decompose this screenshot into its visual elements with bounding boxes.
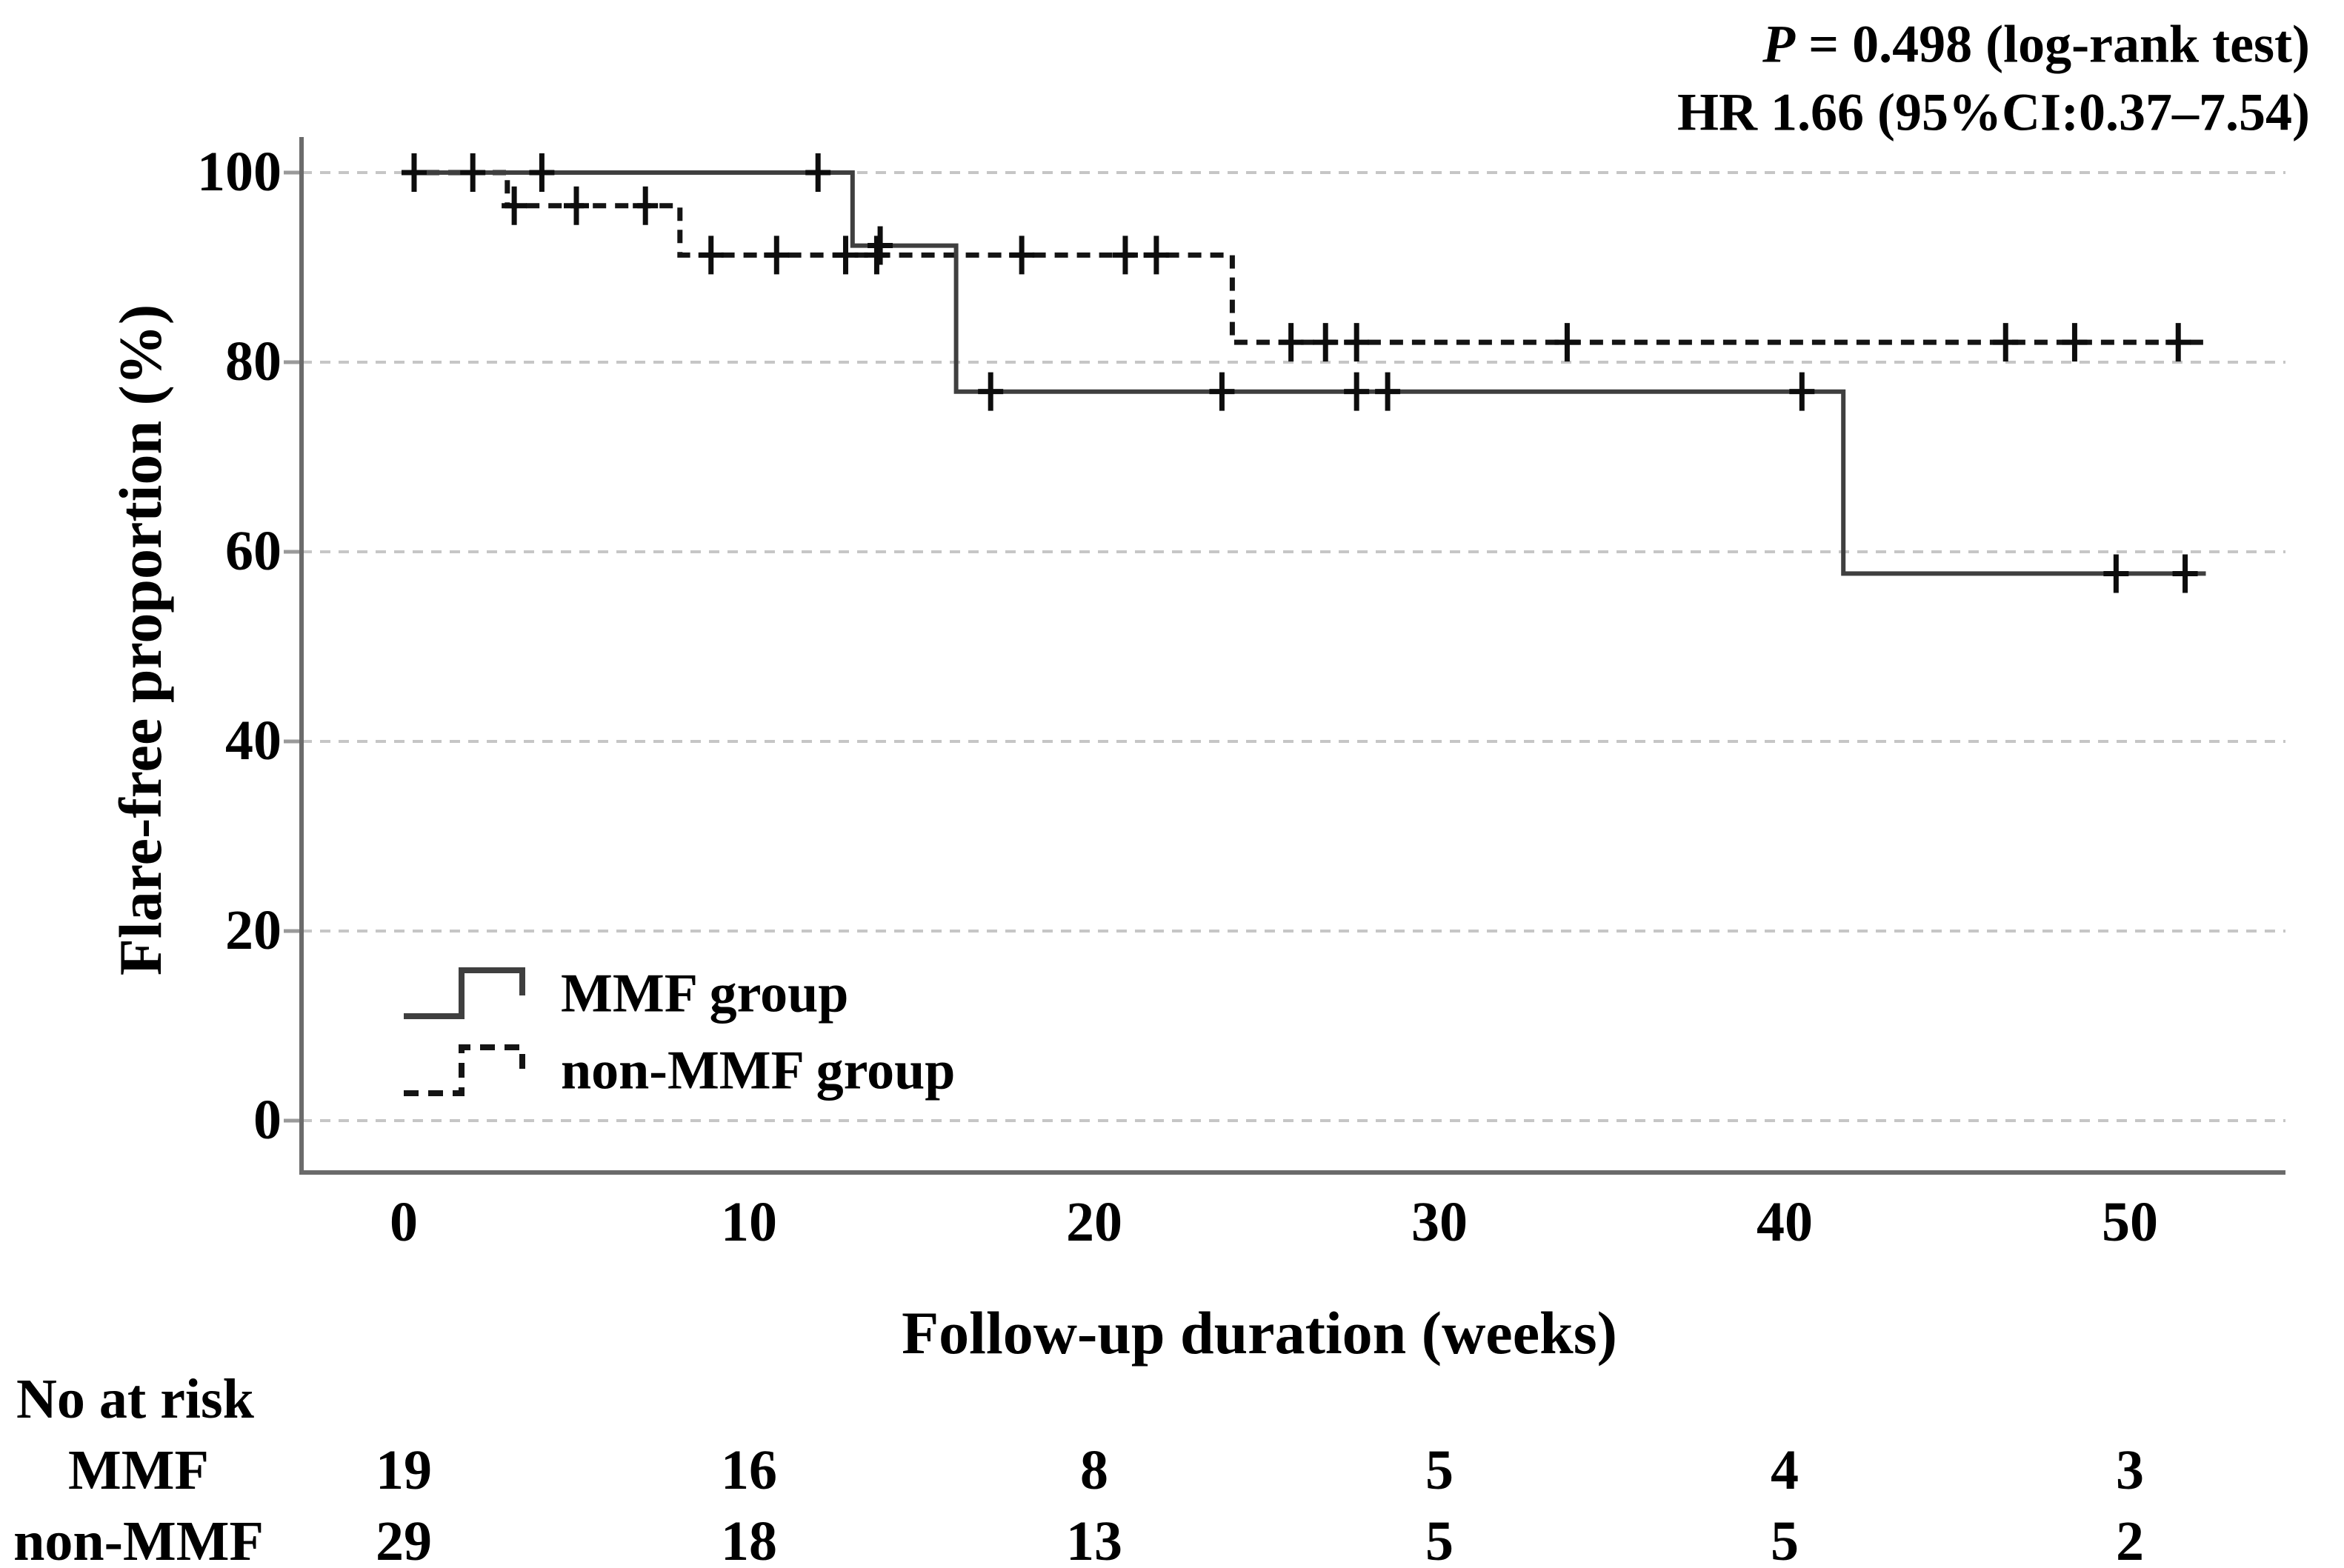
risk-value-mmf-week50: 3 — [2116, 1439, 2144, 1502]
x-tick-label-20: 20 — [1066, 1191, 1122, 1254]
x-tick-label-50: 50 — [2102, 1191, 2158, 1254]
x-tick-label-30: 30 — [1411, 1191, 1468, 1254]
x-tick-label-10: 10 — [721, 1191, 777, 1254]
risk-value-mmf-week40: 4 — [1771, 1439, 1799, 1502]
y-axis-title: Flare-free proportion (%) — [106, 304, 174, 976]
x-tick-label-40: 40 — [1757, 1191, 1813, 1254]
risk-value-mmf-week10: 16 — [721, 1439, 777, 1502]
hazard-ratio-annotation: HR 1.66 (95%CI:0.37–7.54) — [1677, 82, 2310, 142]
risk-value-non-mmf-week10: 18 — [721, 1510, 777, 1568]
y-tick-label-80: 80 — [225, 330, 282, 393]
pvalue-text: = 0.498 (log-rank test) — [1795, 14, 2310, 74]
legend-glyph-dashed — [404, 1044, 525, 1096]
y-tick-label-0: 0 — [253, 1089, 282, 1152]
risk-value-non-mmf-week30: 5 — [1425, 1510, 1454, 1568]
y-tick-label-60: 60 — [225, 520, 282, 583]
risk-row-label-mmf: MMF — [68, 1439, 209, 1502]
legend-label-mmf: MMF group — [561, 963, 849, 1024]
risk-value-non-mmf-week0: 29 — [376, 1510, 432, 1568]
risk-value-non-mmf-week20: 13 — [1066, 1510, 1122, 1568]
risk-row-label-non-mmf: non-MMF — [13, 1510, 264, 1568]
pvalue-annotation: P = 0.498 (log-rank test) — [1762, 15, 2310, 73]
y-tick-label-100: 100 — [197, 141, 282, 204]
risk-value-mmf-week20: 8 — [1080, 1439, 1108, 1502]
y-tick-label-40: 40 — [225, 710, 282, 773]
legend-label-non-mmf: non-MMF group — [561, 1040, 956, 1101]
y-tick-label-20: 20 — [225, 899, 282, 962]
risk-value-non-mmf-week40: 5 — [1771, 1510, 1799, 1568]
legend-glyph-solid — [404, 967, 525, 1019]
risk-table-header: No at risk — [16, 1368, 254, 1431]
km-curve-mmf-group — [404, 170, 2206, 576]
km-curve-non-mmf-group — [404, 170, 2206, 345]
risk-value-mmf-week30: 5 — [1425, 1439, 1454, 1502]
x-tick-label-0: 0 — [390, 1191, 418, 1254]
risk-value-mmf-week0: 19 — [376, 1439, 432, 1502]
x-axis-title: Follow-up duration (weeks) — [902, 1298, 1617, 1367]
pvalue-symbol: P — [1762, 14, 1796, 74]
risk-value-non-mmf-week50: 2 — [2116, 1510, 2144, 1568]
